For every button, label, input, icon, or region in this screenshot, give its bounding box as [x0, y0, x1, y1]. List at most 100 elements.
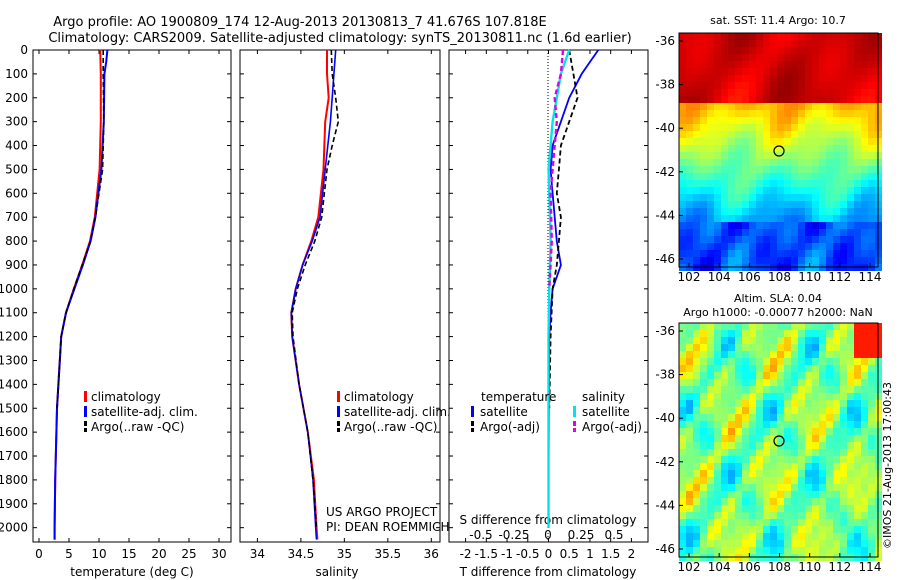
map-cell — [847, 547, 854, 554]
map-cell — [763, 449, 770, 456]
map-cell — [833, 477, 840, 484]
map-cell — [854, 138, 861, 145]
temp-xtick-label: 15 — [121, 547, 136, 561]
sal-xtick-label: 34.5 — [288, 547, 315, 561]
map-cell — [728, 145, 735, 152]
map-cell — [826, 400, 833, 407]
map-cell — [770, 351, 777, 358]
map-cell — [777, 512, 784, 519]
map-cell — [819, 173, 826, 180]
map-cell — [721, 257, 728, 264]
map-cell — [819, 519, 826, 526]
depth-tick-label: 1600 — [0, 425, 28, 439]
map-cell — [791, 208, 798, 215]
map-cell — [784, 351, 791, 358]
map-cell — [700, 96, 707, 103]
map-cell — [847, 393, 854, 400]
map-cell — [840, 201, 847, 208]
map-cell — [868, 344, 875, 351]
map-cell — [868, 498, 875, 505]
map-cell — [742, 526, 749, 533]
map-cell — [847, 400, 854, 407]
map-cell — [819, 491, 826, 498]
map-cell — [728, 250, 735, 257]
map-cell — [840, 138, 847, 145]
map-cell — [868, 365, 875, 372]
map-cell — [777, 166, 784, 173]
map-cell — [798, 435, 805, 442]
map-cell — [854, 166, 861, 173]
map-cell — [714, 68, 721, 75]
map-cell — [833, 138, 840, 145]
map-cell — [777, 103, 784, 110]
map-cell — [819, 243, 826, 250]
map-cell — [742, 435, 749, 442]
map-cell — [686, 456, 693, 463]
map-cell — [861, 337, 868, 344]
map-cell — [728, 61, 735, 68]
map-cell — [756, 456, 763, 463]
map-cell — [847, 145, 854, 152]
map-cell — [868, 358, 875, 365]
depth-tick-label: 600 — [5, 186, 28, 200]
map-cell — [798, 54, 805, 61]
map-cell — [679, 477, 686, 484]
map-cell — [819, 477, 826, 484]
map-cell — [728, 138, 735, 145]
map-cell — [833, 526, 840, 533]
map-cell — [686, 236, 693, 243]
map-cell — [742, 257, 749, 264]
map-cell — [812, 547, 819, 554]
map-cell — [812, 477, 819, 484]
map-cell — [868, 477, 875, 484]
map-cell — [686, 470, 693, 477]
sal-legend-climatology: climatology — [344, 390, 414, 404]
map-cell — [854, 428, 861, 435]
temp-legend-swatch-argo — [84, 421, 87, 426]
map-cell — [812, 435, 819, 442]
map-cell — [868, 152, 875, 159]
map-cell — [861, 236, 868, 243]
map-cell — [826, 187, 833, 194]
map-cell — [721, 229, 728, 236]
map-cell — [777, 407, 784, 414]
map-cell — [714, 145, 721, 152]
map-cell — [854, 201, 861, 208]
map-cell — [756, 145, 763, 152]
map-cell — [749, 89, 756, 96]
map-cell — [791, 442, 798, 449]
map-cell — [686, 215, 693, 222]
map-cell — [679, 526, 686, 533]
map-cell — [721, 33, 728, 40]
map-cell — [756, 407, 763, 414]
map-cell — [756, 201, 763, 208]
depth-tick-label: 1200 — [0, 330, 28, 344]
map-cell — [742, 117, 749, 124]
map-cell — [763, 386, 770, 393]
temp-xtick-label: 5 — [65, 547, 73, 561]
map-cell — [693, 187, 700, 194]
map-cell — [812, 512, 819, 519]
map-cell — [777, 386, 784, 393]
map-cell — [742, 222, 749, 229]
map-cell — [784, 484, 791, 491]
map-cell — [679, 323, 686, 330]
map-cell — [679, 547, 686, 554]
map-cell — [868, 201, 875, 208]
map-cell — [833, 96, 840, 103]
map-cell — [805, 463, 812, 470]
map-cell — [833, 159, 840, 166]
map-cell — [819, 75, 826, 82]
map-cell — [784, 257, 791, 264]
map-cell — [714, 421, 721, 428]
map-cell — [798, 351, 805, 358]
map-cell — [742, 470, 749, 477]
map-cell — [819, 505, 826, 512]
map-cell — [833, 173, 840, 180]
map-cell — [756, 498, 763, 505]
map-cell — [763, 82, 770, 89]
map-cell — [742, 201, 749, 208]
map-cell — [847, 330, 854, 337]
map-cell — [763, 428, 770, 435]
map-cell — [714, 491, 721, 498]
